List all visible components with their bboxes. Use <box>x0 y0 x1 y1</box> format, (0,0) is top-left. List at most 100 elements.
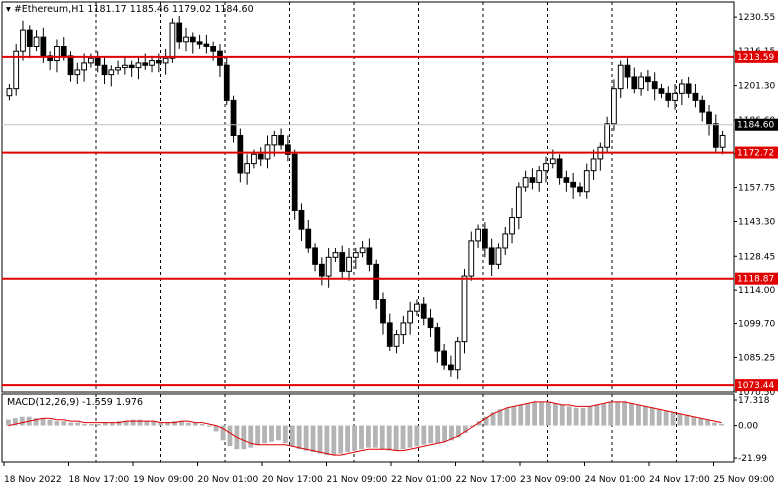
candle-body[interactable] <box>346 256 352 272</box>
candle-body[interactable] <box>318 263 325 277</box>
candle-body[interactable] <box>549 158 556 165</box>
candle-body[interactable] <box>223 64 230 101</box>
candle-body[interactable] <box>359 247 366 254</box>
candle-body[interactable] <box>291 153 298 211</box>
candle-body[interactable] <box>468 240 475 277</box>
candle-body[interactable] <box>407 310 414 324</box>
candle-body[interactable] <box>522 177 529 188</box>
candle-body[interactable] <box>583 170 590 193</box>
candle-body[interactable] <box>210 46 217 52</box>
candle-body[interactable] <box>543 163 549 172</box>
candle-body[interactable] <box>142 62 149 66</box>
candle-body[interactable] <box>352 252 359 258</box>
candle-body[interactable] <box>400 322 407 336</box>
candle-body[interactable] <box>692 92 699 101</box>
candle-body[interactable] <box>183 36 189 43</box>
candle-body[interactable] <box>495 247 502 265</box>
candle-body[interactable] <box>74 69 81 76</box>
candle-body[interactable] <box>529 177 536 183</box>
candle-body[interactable] <box>699 99 706 113</box>
candle-body[interactable] <box>162 57 169 64</box>
candle-body[interactable] <box>257 153 264 160</box>
candle-body[interactable] <box>196 41 203 45</box>
candle-body[interactable] <box>611 88 617 125</box>
candle-body[interactable] <box>502 233 509 249</box>
candle-body[interactable] <box>454 341 461 371</box>
candle-body[interactable] <box>414 303 420 312</box>
candle-body[interactable] <box>176 22 183 43</box>
candle-body[interactable] <box>441 350 447 366</box>
candle-body[interactable] <box>101 64 108 76</box>
candle-body[interactable] <box>149 60 155 66</box>
candle-body[interactable] <box>563 177 570 183</box>
candle-body[interactable] <box>155 60 162 64</box>
candle-body[interactable] <box>386 322 393 347</box>
candle-body[interactable] <box>271 135 278 146</box>
candle-body[interactable] <box>217 50 223 66</box>
candle-body[interactable] <box>60 46 67 57</box>
candle-body[interactable] <box>577 186 583 193</box>
candle-body[interactable] <box>448 364 454 371</box>
candle-body[interactable] <box>13 50 20 90</box>
candle-body[interactable] <box>285 144 291 155</box>
candle-body[interactable] <box>590 158 597 172</box>
candle-body[interactable] <box>665 92 672 101</box>
candle-body[interactable] <box>20 29 26 52</box>
candle-body[interactable] <box>40 36 47 57</box>
candle-body[interactable] <box>475 228 481 242</box>
candle-body[interactable] <box>203 43 210 48</box>
candle-body[interactable] <box>651 81 658 90</box>
candle-body[interactable] <box>26 29 33 48</box>
candle-body[interactable] <box>305 228 312 249</box>
candle-body[interactable] <box>638 76 644 90</box>
price-pane[interactable] <box>1 1 735 393</box>
candle-body[interactable] <box>121 64 128 69</box>
candle-body[interactable] <box>6 88 13 97</box>
candle-body[interactable] <box>556 158 563 179</box>
candle-body[interactable] <box>81 62 87 71</box>
candle-body[interactable] <box>570 181 577 188</box>
candle-body[interactable] <box>461 275 468 343</box>
candle-body[interactable] <box>108 69 115 76</box>
candle-body[interactable] <box>678 83 685 94</box>
candle-body[interactable] <box>617 64 624 90</box>
candle-body[interactable] <box>719 135 726 148</box>
candle-body[interactable] <box>380 298 386 324</box>
candle-body[interactable] <box>332 252 339 258</box>
candle-body[interactable] <box>645 76 651 83</box>
candle-body[interactable] <box>536 170 543 183</box>
candle-body[interactable] <box>237 135 244 174</box>
candle-body[interactable] <box>339 252 346 272</box>
candle-body[interactable] <box>94 57 101 66</box>
candle-body[interactable] <box>672 92 678 101</box>
candle-body[interactable] <box>420 303 427 319</box>
candle-body[interactable] <box>88 57 94 64</box>
candle-body[interactable] <box>631 76 638 90</box>
candle-body[interactable] <box>706 111 712 125</box>
candle-body[interactable] <box>33 36 40 48</box>
candle-body[interactable] <box>67 55 74 76</box>
candle-body[interactable] <box>393 334 400 347</box>
candle-body[interactable] <box>366 247 373 265</box>
candle-body[interactable] <box>427 317 434 329</box>
candle-body[interactable] <box>54 46 60 62</box>
candle-body[interactable] <box>298 209 305 230</box>
candle-body[interactable] <box>135 62 142 69</box>
candle-body[interactable] <box>128 64 135 69</box>
candle-body[interactable] <box>189 36 196 43</box>
candle-body[interactable] <box>325 256 332 277</box>
candle-body[interactable] <box>169 22 176 59</box>
candle-body[interactable] <box>312 247 318 265</box>
candle-body[interactable] <box>244 163 251 174</box>
candle-body[interactable] <box>658 88 665 94</box>
candle-body[interactable] <box>509 216 515 235</box>
candle-body[interactable] <box>373 263 380 300</box>
candle-body[interactable] <box>481 228 488 249</box>
candle-body[interactable] <box>434 327 441 352</box>
candle-body[interactable] <box>251 153 257 165</box>
candle-body[interactable] <box>685 83 692 94</box>
candle-body[interactable] <box>488 247 495 265</box>
candle-body[interactable] <box>712 123 719 148</box>
